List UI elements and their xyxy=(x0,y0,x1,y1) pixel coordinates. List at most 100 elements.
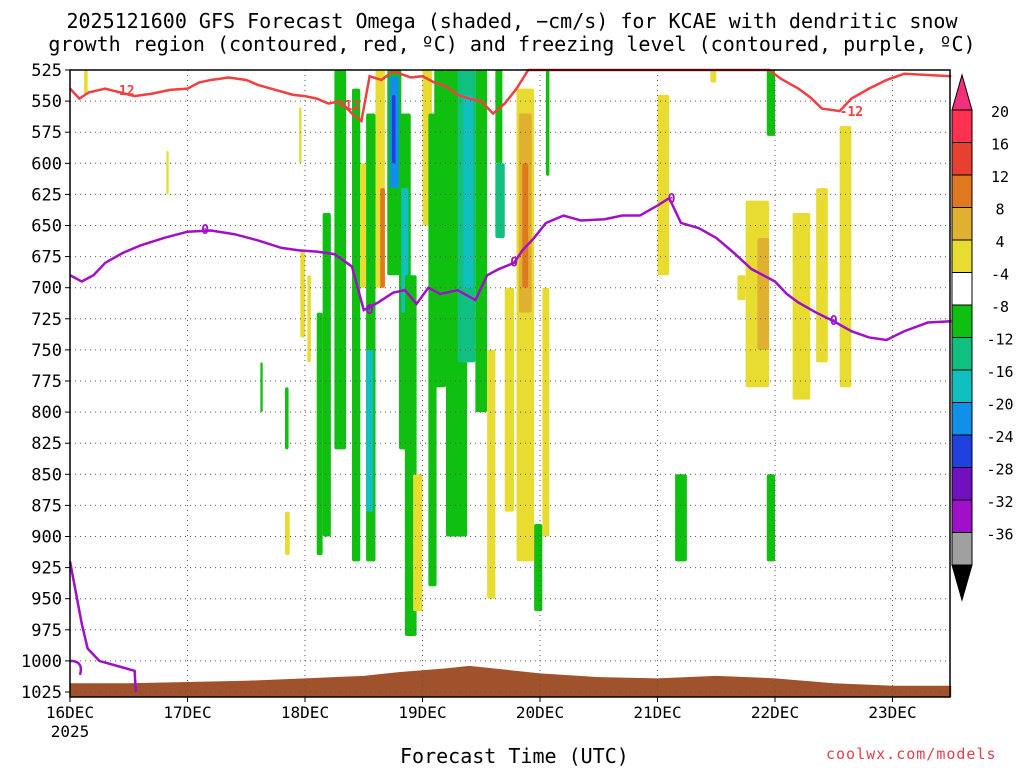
omega-patch xyxy=(475,70,488,413)
omega-patch xyxy=(463,94,474,288)
omega-patch xyxy=(675,474,687,562)
x-tick-label: 17DEC xyxy=(163,703,211,722)
y-tick-label: 525 xyxy=(31,61,62,81)
y-tick-label: 700 xyxy=(31,279,62,299)
freezing-contour-label: 0 xyxy=(201,223,209,238)
x-tick-label: 18DEC xyxy=(281,703,329,722)
terrain-fill xyxy=(70,665,952,697)
omega-patch xyxy=(316,312,323,556)
y-tick-label: 725 xyxy=(31,310,62,330)
y-tick-label: 850 xyxy=(31,465,62,485)
dgz-contour-label: -12 xyxy=(840,105,863,120)
colorbar-label: -36 xyxy=(986,526,1013,544)
y-tick-label: 875 xyxy=(31,496,62,516)
dgz-contour-label: -12 xyxy=(111,84,134,99)
colorbar-swatch xyxy=(951,239,973,273)
omega-patch xyxy=(766,70,775,136)
omega-patch xyxy=(322,213,331,537)
colorbar-label: -8 xyxy=(991,298,1009,316)
y-tick-label: 825 xyxy=(31,434,62,454)
colorbar-label: -12 xyxy=(986,331,1013,349)
omega-patch xyxy=(487,349,496,599)
omega-patch xyxy=(816,188,828,363)
y-tick-label: 1000 xyxy=(21,652,62,672)
colorbar-swatch xyxy=(951,467,973,501)
omega-patch xyxy=(545,70,550,176)
y-tick-label: 900 xyxy=(31,528,62,548)
colorbar-label: 12 xyxy=(991,168,1009,186)
omega-patch xyxy=(84,70,88,95)
omega-patch xyxy=(434,70,446,388)
y-tick-label: 650 xyxy=(31,217,62,237)
terrain-layer xyxy=(70,665,952,697)
plot-frame xyxy=(69,69,951,698)
omega-patch xyxy=(380,188,385,288)
omega-patch xyxy=(737,275,746,301)
y-tick-label: 775 xyxy=(31,372,62,392)
omega-patch xyxy=(285,387,289,450)
colorbar: 20 16 12 8 4 -4 -8 -12 -16 -20 -24 -28 -32 -36 xyxy=(951,73,1014,602)
omega-patch xyxy=(504,287,515,512)
axes-layer xyxy=(65,69,951,702)
omega-patch xyxy=(307,275,311,363)
colorbar-label: 20 xyxy=(991,103,1009,121)
y-tick-label: 750 xyxy=(31,341,62,361)
colorbar-bottom-triangle xyxy=(951,564,973,602)
omega-patch xyxy=(300,250,305,338)
chart-title-line1: 2025121600 GFS Forecast Omega (shaded, −… xyxy=(66,9,958,33)
y-tick-label: 550 xyxy=(31,92,62,112)
colorbar-label: -16 xyxy=(986,363,1013,381)
omega-patch xyxy=(757,237,770,350)
colorbar-swatch xyxy=(951,109,973,143)
colorbar-swatch xyxy=(951,304,973,338)
colorbar-label: -32 xyxy=(986,493,1013,511)
colorbar-label: -4 xyxy=(991,266,1009,284)
omega-patch xyxy=(495,70,503,164)
freezing-contour-lower-line xyxy=(68,561,138,693)
contour-layer: -12 -12 -12 0 0 0 0 0 xyxy=(68,68,952,693)
y-tick-label: 600 xyxy=(31,154,62,174)
colorbar-swatch xyxy=(951,434,973,468)
y-tick-label: 1025 xyxy=(21,683,62,703)
omega-patch xyxy=(710,70,717,83)
omega-patch xyxy=(792,213,811,400)
colorbar-label: -28 xyxy=(986,461,1013,479)
y-tick-label: 575 xyxy=(31,123,62,143)
dgz-contour-label: -12 xyxy=(337,99,360,114)
omega-shading-layer xyxy=(84,70,852,637)
omega-patch xyxy=(495,163,505,238)
colorbar-swatch xyxy=(951,142,973,176)
freezing-contour-label: 0 xyxy=(510,256,518,271)
credit-link[interactable]: coolwx.com/models xyxy=(826,745,997,763)
x-tick-sublabel: 2025 xyxy=(51,722,90,741)
freezing-contour-line xyxy=(69,196,952,342)
y-tick-label: 975 xyxy=(31,621,62,641)
colorbar-swatch xyxy=(951,337,973,371)
freezing-contour-label: 0 xyxy=(830,314,838,329)
x-tick-label: 19DEC xyxy=(398,703,446,722)
x-tick-label: 23DEC xyxy=(868,703,916,722)
colorbar-swatch xyxy=(951,174,973,208)
omega-patch xyxy=(299,107,302,164)
omega-patch xyxy=(657,94,670,276)
y-tick-label: 625 xyxy=(31,185,62,205)
colorbar-label: -20 xyxy=(986,396,1013,414)
y-tick-label: 950 xyxy=(31,590,62,610)
omega-patch xyxy=(391,94,396,164)
colorbar-swatch xyxy=(951,369,973,403)
chart-title-line2: growth region (contoured, red, ºC) and f… xyxy=(48,32,976,56)
freezing-contour-label: 0 xyxy=(668,192,676,207)
omega-patch xyxy=(360,163,367,288)
colorbar-swatch xyxy=(951,272,973,306)
freezing-contour-label: 0 xyxy=(366,303,374,318)
colorbar-swatch xyxy=(951,532,973,566)
y-tick-labels: 525 550 575 600 625 650 675 700 725 750 775 800 825 8… xyxy=(21,61,62,703)
x-axis-label: Forecast Time (UTC) xyxy=(400,744,629,768)
omega-patch xyxy=(766,474,775,562)
omega-patch xyxy=(166,150,169,195)
x-tick-label: 21DEC xyxy=(633,703,681,722)
omega-patch xyxy=(260,362,263,413)
colorbar-swatch xyxy=(951,207,973,241)
freezing-contour-loop xyxy=(69,659,83,676)
